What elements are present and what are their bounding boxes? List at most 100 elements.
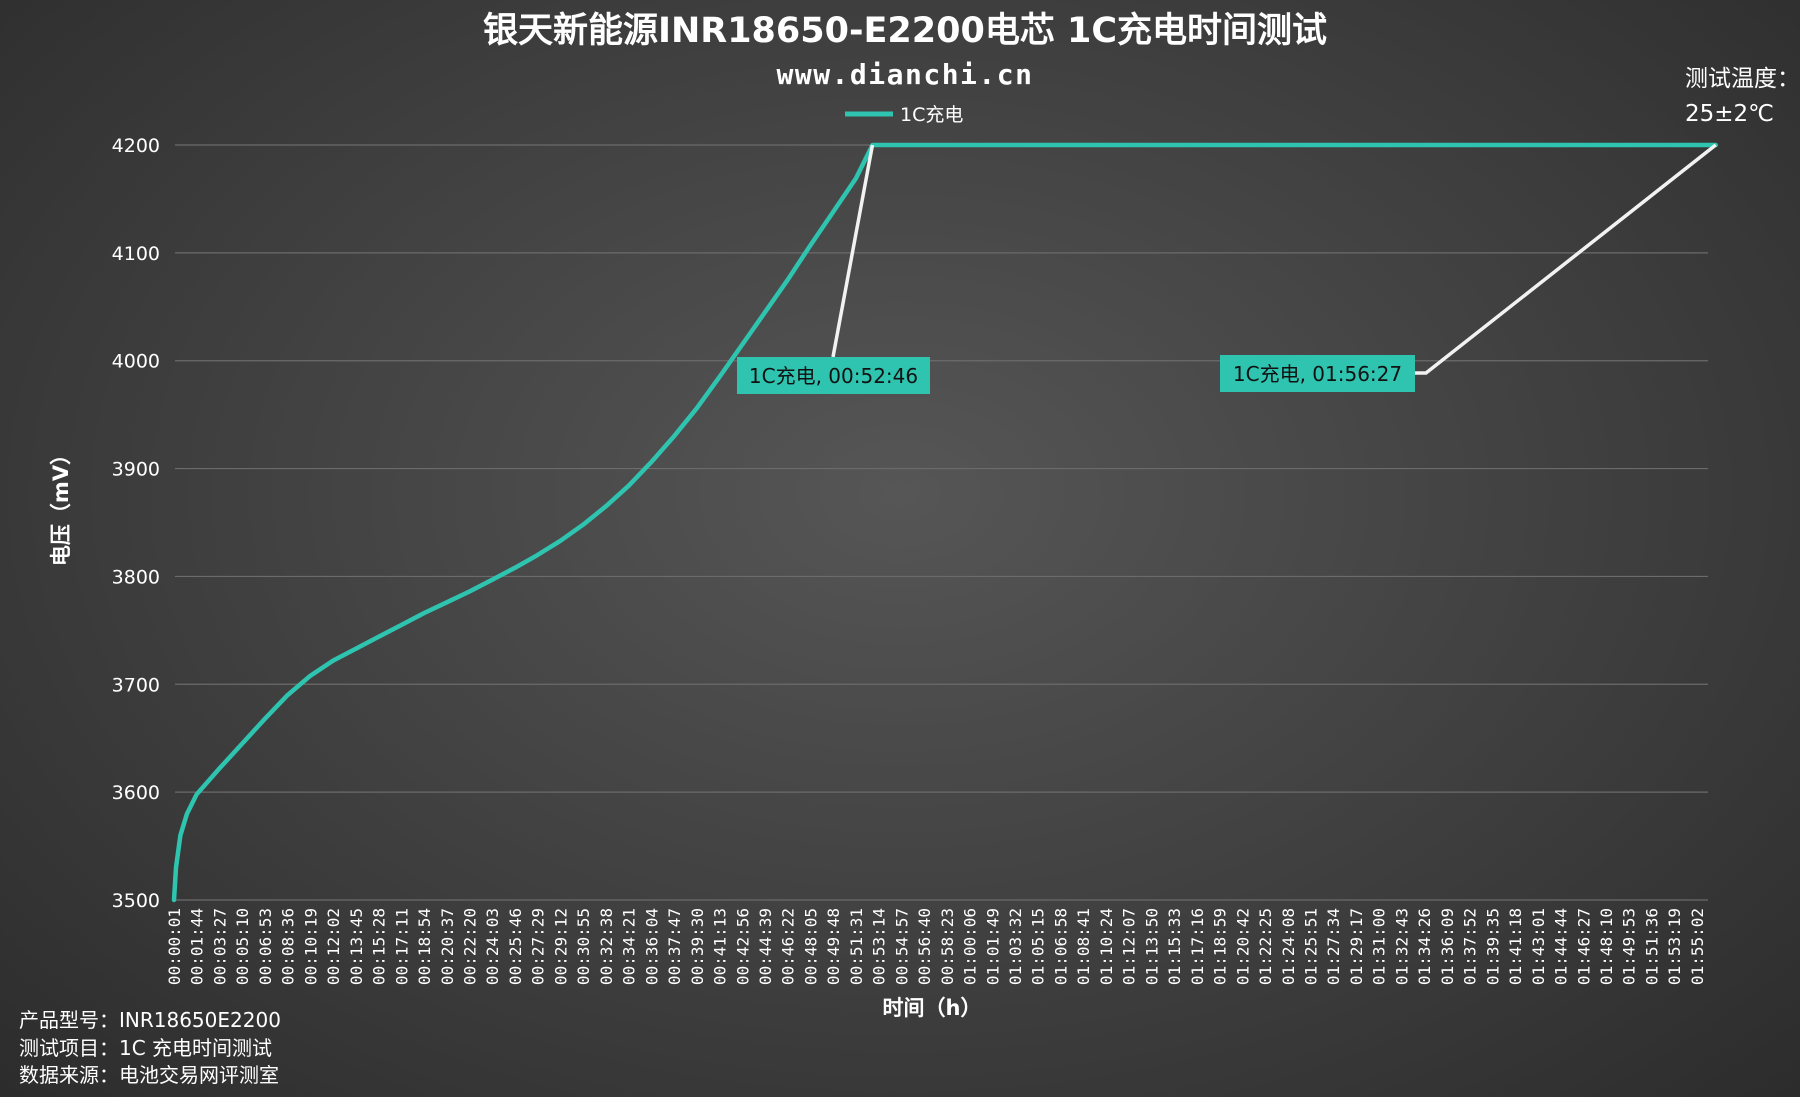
footer-model: 产品型号：INR18650E2200 [19,1008,281,1032]
x-tick-label: 01:01:49 [983,908,1002,985]
legend-label: 1C充电 [900,104,963,126]
x-tick-label: 01:32:43 [1392,908,1411,985]
x-tick-label: 01:13:50 [1142,908,1161,985]
x-tick-label: 00:22:20 [460,908,479,985]
x-tick-label: 00:39:30 [688,908,707,985]
x-tick-label: 01:15:33 [1165,908,1184,985]
x-tick-label: 00:49:48 [824,908,843,985]
x-tick-label: 00:08:36 [279,908,298,985]
x-tick-label: 01:53:19 [1665,908,1684,985]
x-tick-label: 00:41:13 [711,908,730,985]
test-temperature-label: 测试温度： [1685,66,1800,92]
x-tick-label: 01:39:35 [1483,908,1502,985]
x-tick-label: 01:43:01 [1529,908,1548,985]
x-tick-label: 00:30:55 [574,908,593,985]
x-tick-label: 00:17:11 [392,908,411,985]
x-tick-label: 00:53:14 [870,908,889,985]
x-tick-label: 01:03:32 [1006,908,1025,985]
series-layer [171,142,1718,903]
x-tick-label: 01:48:10 [1597,908,1616,985]
x-tick-label: 00:51:31 [847,908,866,985]
y-tick-label: 4200 [112,135,160,157]
x-tick-label: 01:51:36 [1642,908,1661,985]
y-axis-label: 电压（mV） [49,444,73,566]
test-temperature-value: 25±2℃ [1685,101,1774,127]
x-tick-label: 01:49:53 [1620,908,1639,985]
x-tick-label: 01:24:08 [1279,908,1298,985]
x-tick-label: 01:37:52 [1461,908,1480,985]
y-tick-label: 3900 [112,459,160,481]
x-tick-label: 00:18:54 [415,908,434,985]
x-axis-label: 时间（h） [883,996,982,1020]
footer-data-source: 数据来源：电池交易网评测室 [19,1063,279,1087]
x-tick-label: 01:55:02 [1688,908,1707,985]
x-tick-label: 00:46:22 [779,908,798,985]
x-tick-label: 00:12:02 [324,908,343,985]
footer-test-item: 测试项目：1C 充电时间测试 [19,1036,273,1060]
x-tick-label: 01:34:26 [1415,908,1434,985]
annotation-label: 1C充电, 00:52:46 [749,364,918,388]
x-tick-label: 00:01:44 [188,908,207,985]
x-tick-label: 01:36:09 [1438,908,1457,985]
x-tick-label: 01:18:59 [1211,908,1230,985]
x-tick-label: 00:37:47 [665,908,684,985]
y-tick-label: 3600 [112,782,160,804]
y-tick-label: 3500 [112,890,160,912]
y-tick-label: 3800 [112,566,160,588]
x-tick-label: 01:17:16 [1188,908,1207,985]
x-tick-label: 00:10:19 [301,908,320,985]
x-tick-label: 00:13:45 [347,908,366,985]
x-tick-label: 00:56:40 [915,908,934,985]
series-line [171,142,1718,903]
x-tick-label: 01:00:06 [961,908,980,985]
x-tick-label: 00:58:23 [938,908,957,985]
x-tick-label: 00:34:21 [620,908,639,985]
annotations: 1C充电, 00:52:46 1C充电, 01:56:27 [737,143,1717,394]
x-tick-label: 00:29:12 [551,908,570,985]
x-axis-ticks: 00:00:01 00:01:44 00:03:27 00:05:10 00:06:53… [165,908,1707,985]
x-tick-label: 01:10:24 [1097,908,1116,985]
x-tick-label: 00:25:46 [506,908,525,985]
y-tick-label: 4100 [112,243,160,265]
x-tick-label: 00:06:53 [256,908,275,985]
legend: 1C充电 [845,104,963,126]
annotation-leader [831,144,875,358]
x-tick-label: 00:15:28 [370,908,389,985]
x-tick-label: 01:05:15 [1029,908,1048,985]
x-tick-label: 01:27:34 [1324,908,1343,985]
x-tick-label: 01:06:58 [1051,908,1070,985]
x-tick-label: 01:08:41 [1074,908,1093,985]
x-tick-label: 00:54:57 [892,908,911,985]
x-tick-label: 00:05:10 [233,908,252,985]
x-tick-label: 00:32:38 [597,908,616,985]
x-tick-label: 01:20:42 [1233,908,1252,985]
y-axis-ticks: 3500 3600 3700 3800 3900 4000 4100 4200 [112,135,160,912]
x-tick-label: 00:27:29 [529,908,548,985]
annotation-label: 1C充电, 01:56:27 [1233,362,1402,386]
x-tick-label: 01:41:18 [1506,908,1525,985]
x-tick-label: 01:12:07 [1120,908,1139,985]
y-tick-label: 3700 [112,674,160,696]
x-tick-label: 00:20:37 [438,908,457,985]
x-tick-label: 00:44:39 [756,908,775,985]
x-tick-label: 00:00:01 [165,908,184,985]
grid [175,144,1708,901]
x-tick-label: 00:03:27 [210,908,229,985]
x-tick-label: 01:44:44 [1552,908,1571,985]
chart-subtitle: www.dianchi.cn [776,58,1033,91]
chart-title: 银天新能源INR18650-E2200电芯 1C充电时间测试 [483,11,1327,51]
x-tick-label: 01:31:00 [1370,908,1389,985]
x-tick-label: 01:29:17 [1347,908,1366,985]
x-tick-label: 00:36:04 [642,908,661,985]
x-tick-label: 00:48:05 [801,908,820,985]
annotation-box [1220,355,1415,392]
y-tick-label: 4000 [112,351,160,373]
annotation-leader [1415,143,1717,375]
x-tick-label: 01:25:51 [1302,908,1321,985]
annotation-box [737,357,930,394]
x-tick-label: 01:46:27 [1574,908,1593,985]
x-tick-label: 01:22:25 [1256,908,1275,985]
x-tick-label: 00:24:03 [483,908,502,985]
corner-note: 测试温度： 25±2℃ [1685,66,1800,127]
